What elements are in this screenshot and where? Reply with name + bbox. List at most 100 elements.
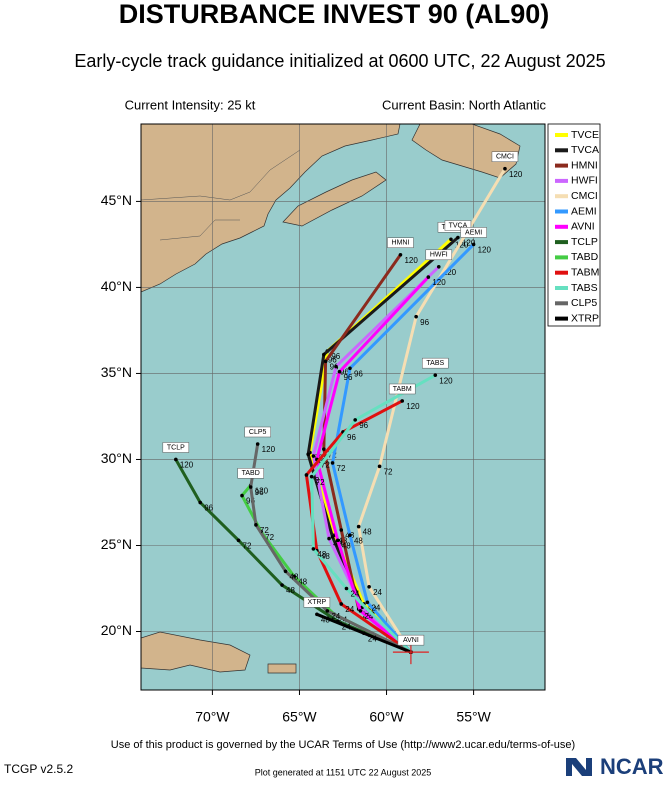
tracks: 2448729612024487296120244872961202448729… (174, 166, 523, 665)
lead-time-label: 72 (260, 526, 269, 535)
lead-time-label: 120 (180, 461, 194, 470)
logo-mark (566, 758, 592, 776)
land (141, 124, 521, 674)
track-label: CLP5 (249, 429, 267, 436)
legend-label: AVNI (571, 221, 595, 233)
lead-time-label: 48 (321, 615, 330, 624)
lead-time-label: 120 (255, 486, 269, 495)
legend-label: AEMI (571, 205, 597, 217)
track-point (337, 369, 342, 374)
track-point (280, 583, 284, 587)
lead-time-label: 48 (363, 528, 372, 537)
track-line (315, 276, 430, 654)
lead-time-label: 120 (439, 376, 453, 385)
lead-time-label: 72 (265, 533, 274, 542)
track-point (344, 586, 349, 591)
y-tick-label: 45°N (101, 192, 132, 208)
track-point (398, 252, 403, 257)
lead-time-label: 96 (204, 504, 213, 513)
track-label: AEMI (465, 229, 482, 236)
lead-time-label: 120 (509, 170, 523, 179)
track-point (283, 569, 288, 574)
legend-label: CLP5 (571, 297, 597, 309)
lead-time-label: 96 (246, 497, 255, 506)
track-point (348, 533, 352, 537)
track-point (339, 528, 344, 532)
x-tick-label: 65°W (282, 709, 317, 725)
track-point (304, 473, 309, 477)
legend: TVCE TVCA HMNI HWFI CMCI AEMI AVNI TCLP TABD TABM… (555, 129, 599, 324)
track-point (353, 418, 357, 422)
axes: 70°W 65°W 60°W 55°W 20°N 25°N 30°N 35°N 40°N 45°N (101, 192, 492, 725)
track-point (330, 461, 335, 465)
lead-time-label: 72 (316, 478, 325, 487)
track-label: TABD (242, 470, 260, 477)
lead-time-label: 24 (350, 590, 359, 599)
track-point (358, 609, 363, 613)
track-point (322, 352, 326, 357)
track-point (449, 237, 453, 242)
track-line (331, 243, 475, 654)
track-point (362, 631, 366, 636)
legend-label: TABM (571, 266, 599, 278)
logo-text: NCAR (600, 754, 664, 779)
track-label-box (422, 357, 449, 369)
generated-text: Plot generated at 1151 UTC 22 August 202… (255, 767, 431, 777)
track-label: TABM (393, 386, 412, 393)
track-point (436, 264, 441, 269)
track-point (330, 535, 335, 539)
track-point (255, 442, 260, 446)
track-label: TVCA (449, 222, 468, 229)
track-label-box (237, 468, 264, 479)
y-tick-label: 25°N (101, 536, 132, 552)
track-label-box (387, 237, 414, 248)
lead-time-label: 72 (384, 467, 393, 476)
lead-time-label: 24 (345, 605, 354, 614)
legend-label: TABD (571, 251, 599, 263)
lead-time-label: 120 (443, 268, 457, 277)
track-label-box (303, 597, 331, 608)
lead-time-label: 96 (340, 368, 349, 377)
track-point (365, 600, 370, 605)
newfoundland (411, 124, 521, 179)
track-line (310, 373, 437, 654)
lead-time-label: 96 (328, 356, 337, 365)
track-line (249, 443, 412, 654)
track-point (339, 602, 344, 606)
track-label-box (444, 220, 472, 231)
track-point (367, 584, 371, 589)
lead-time-label: 96 (354, 369, 363, 378)
lead-time-label: 120 (404, 256, 418, 265)
track-point (174, 457, 178, 462)
lead-time-label: 24 (364, 612, 373, 621)
legend-label: TABS (571, 282, 598, 294)
lead-time-label: 120 (478, 246, 492, 255)
legend-label: HMNI (571, 159, 598, 171)
lead-time-label: 48 (342, 541, 351, 550)
basin-label: Current Basin: North Atlantic (382, 97, 547, 112)
track-line (357, 167, 507, 653)
map: 2448729612024487296120244872961202448729… (141, 124, 545, 690)
track-label-box (244, 426, 271, 438)
lead-time-label: 96 (420, 318, 429, 327)
track-point (254, 523, 258, 527)
track-label-box (425, 249, 453, 261)
track-point (334, 364, 338, 369)
track-point (348, 366, 352, 371)
track-label-box (460, 227, 487, 238)
track-point (433, 373, 438, 377)
track-label: CMCI (496, 154, 514, 161)
track-point (426, 275, 431, 279)
track-line (311, 265, 440, 654)
legend-label: HWFI (571, 175, 598, 187)
track-point (325, 609, 330, 613)
lead-time-label: 24 (373, 588, 382, 597)
track-point (335, 538, 340, 543)
chart-subtitle: Early-cycle track guidance initialized a… (74, 51, 605, 71)
lead-time-label: 48 (298, 578, 307, 587)
lead-time-label: 72 (321, 461, 330, 470)
legend-label: CMCI (571, 190, 598, 202)
lead-time-label: 72 (310, 476, 319, 485)
track-point (356, 524, 361, 529)
